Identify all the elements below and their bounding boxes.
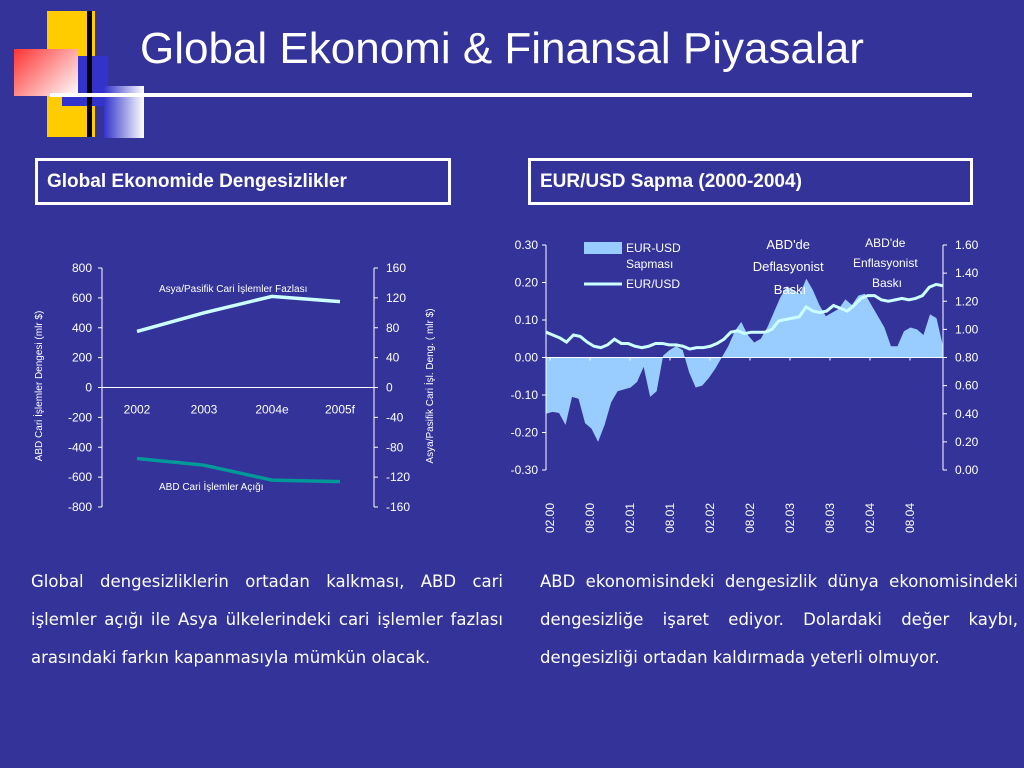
chart1-xtick-label: 2004e xyxy=(255,403,289,417)
chart1-y2label: Asya/Pasifik Cari İşl. Deng. ( mlr $) xyxy=(423,308,436,463)
annotation-deflation-line1: ABD'de xyxy=(766,237,810,252)
chart1-ytick-label: -800 xyxy=(68,500,92,514)
deco-red-square xyxy=(14,49,78,96)
chart1-y2tick-label: -40 xyxy=(386,410,404,424)
chart2-xtick-label: 08.02 xyxy=(743,503,757,533)
chart1-ylabel: ABD Cari İşlemler Dengesi (mlr $) xyxy=(32,311,45,462)
chart2-ytick-label: 0.00 xyxy=(515,351,539,365)
chart2-xtick-label: 02.01 xyxy=(623,503,637,533)
chart1-ytick-label: 200 xyxy=(72,351,92,365)
annotation-inflation-line3: Baskı xyxy=(872,276,902,290)
annotation-deflation-line3: Baskı xyxy=(774,282,807,297)
left-paragraph: Global dengesizliklerin ortadan kalkması… xyxy=(31,572,503,667)
legend-label-area: EUR-USD Sapması xyxy=(626,241,684,271)
chart2-y2tick-label: 0.00 xyxy=(955,463,979,477)
chart2-ytick-label: -0.20 xyxy=(511,426,539,440)
chart2-y2tick-label: 1.20 xyxy=(955,294,979,308)
right-section-label: EUR/USD Sapma (2000-2004) xyxy=(540,170,802,192)
chart2-line-series xyxy=(545,282,944,351)
chart2-y2tick-label: 0.80 xyxy=(955,351,979,365)
page-title: Global Ekonomi & Finansal Piyasalar xyxy=(140,24,864,73)
chart2-ytick-label: 0.30 xyxy=(515,238,539,252)
left-section-header: Global Ekonomide Dengesizlikler xyxy=(35,158,451,205)
chart1-series-line xyxy=(136,456,341,484)
chart2-area-series xyxy=(546,278,943,442)
chart1-series-label-asia: Asya/Pasifik Cari İşlemler Fazlası xyxy=(159,282,307,295)
chart1-ytick-label: -200 xyxy=(68,410,92,424)
chart2-ytick-label: 0.20 xyxy=(515,276,539,290)
chart1-xtick-label: 2005f xyxy=(325,403,356,417)
chart1-y2tick-label: 40 xyxy=(386,351,400,365)
chart1-y2tick-label: -80 xyxy=(386,440,404,454)
chart1-xtick-label: 2002 xyxy=(124,403,151,417)
chart2-y2tick-label: 1.40 xyxy=(955,266,979,280)
annotation-deflation: ABD'de Deflasyonist Baskı xyxy=(753,237,827,297)
deco-vertical-bar xyxy=(87,11,92,137)
chart1-series-label-us: ABD Cari İşlemler Açığı xyxy=(159,480,263,493)
chart2-xtick-label: 02.00 xyxy=(543,503,557,533)
chart2-xtick-label: 02.02 xyxy=(703,503,717,533)
chart1-y2tick-label: -120 xyxy=(386,470,410,484)
chart2-y2tick-label: 0.60 xyxy=(955,379,979,393)
chart2-y2tick-label: 0.40 xyxy=(955,407,979,421)
left-section-label: Global Ekonomide Dengesizlikler xyxy=(47,170,347,192)
chart1-y2tick-label: -160 xyxy=(386,500,410,514)
chart2-ytick-label: -0.30 xyxy=(511,463,539,477)
chart2-ytick-label: -0.10 xyxy=(511,388,539,402)
chart1-xtick-label: 2003 xyxy=(191,403,218,417)
chart2-xtick-label: 08.03 xyxy=(823,503,837,533)
chart2-xtick-label: 02.03 xyxy=(783,503,797,533)
chart2-xtick-label: 08.00 xyxy=(583,503,597,533)
chart1-y2tick-label: 120 xyxy=(386,291,406,305)
chart2-y2tick-label: 0.20 xyxy=(955,435,979,449)
chart1-ytick-label: 0 xyxy=(85,381,92,395)
annotation-inflation: ABD'de Enflasyonist Baskı xyxy=(853,236,921,290)
legend-swatch-area xyxy=(584,242,622,254)
chart1-y2tick-label: 0 xyxy=(386,381,393,395)
chart2-xtick-label: 08.04 xyxy=(903,503,917,533)
annotation-inflation-line2: Enflasyonist xyxy=(853,256,918,270)
legend-label-area-line1: EUR-USD xyxy=(626,241,681,255)
chart1-ytick-label: 600 xyxy=(72,291,92,305)
legend-label-line: EUR/USD xyxy=(626,277,680,291)
chart2-y2tick-label: 1.60 xyxy=(955,238,979,252)
chart1-series-line xyxy=(136,294,341,334)
chart1-ytick-label: -600 xyxy=(68,470,92,484)
chart1-ytick-label: 800 xyxy=(72,261,92,275)
annotation-inflation-line1: ABD'de xyxy=(865,236,906,250)
chart1-y2tick-label: 80 xyxy=(386,321,400,335)
chart2-xtick-label: 08.01 xyxy=(663,503,677,533)
chart2-xtick-label: 02.04 xyxy=(863,503,877,533)
chart1-ytick-label: 400 xyxy=(72,321,92,335)
chart1-ytick-label: -400 xyxy=(68,440,92,454)
chart2-y2tick-label: 1.00 xyxy=(955,322,979,336)
legend-label-area-line2: Sapması xyxy=(626,257,673,271)
chart2-ytick-label: 0.10 xyxy=(515,313,539,327)
right-section-header: EUR/USD Sapma (2000-2004) xyxy=(528,158,973,205)
chart1-y2tick-label: 160 xyxy=(386,261,406,275)
right-paragraph: ABD ekonomisindeki dengesizlik dünya eko… xyxy=(540,572,1018,667)
title-divider xyxy=(50,93,972,97)
annotation-deflation-line2: Deflasyonist xyxy=(753,259,824,274)
